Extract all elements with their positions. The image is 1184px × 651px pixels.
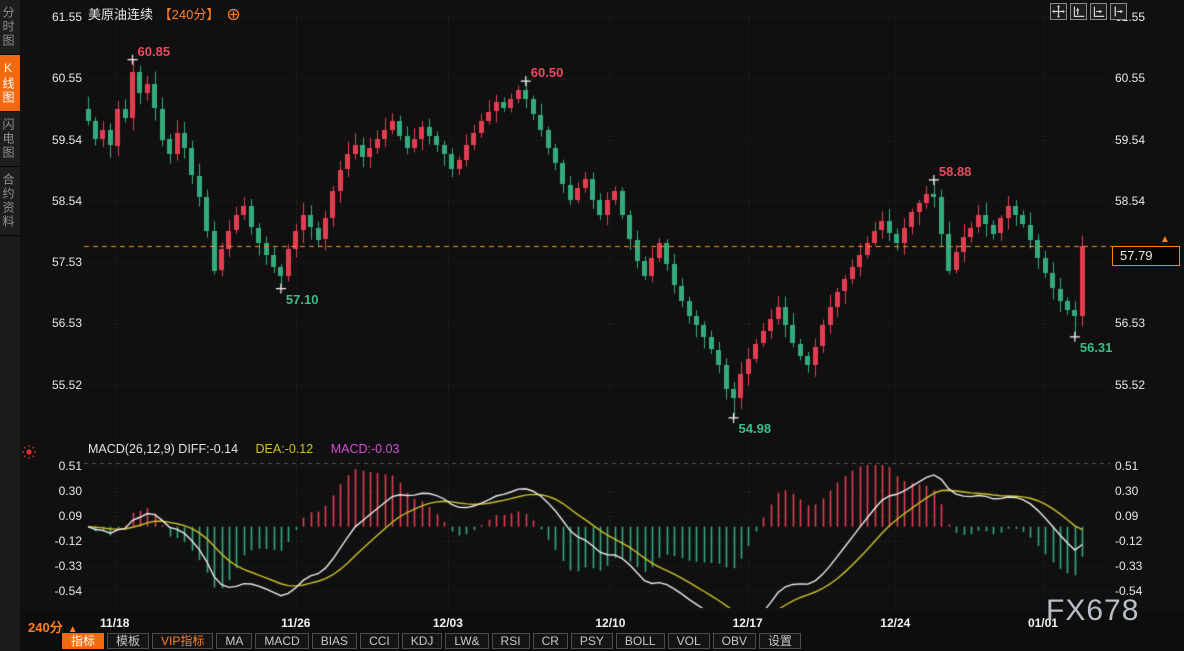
zoom-x-axis-icon[interactable] xyxy=(1090,3,1107,20)
macd-axis-label-right: -0.33 xyxy=(1115,558,1143,573)
high-price-annotation: 58.88 xyxy=(938,163,972,179)
chart-tool-icons xyxy=(1050,3,1127,20)
macd-axis-label-right: 0.51 xyxy=(1115,458,1139,473)
pan-right-icon[interactable] xyxy=(1110,3,1127,20)
macd-axis-label-left: -0.54 xyxy=(54,583,82,598)
pan-icon[interactable] xyxy=(1050,3,1067,20)
macd-dea-value: DEA:-0.12 xyxy=(255,442,314,456)
indicator-button[interactable]: BOLL xyxy=(615,633,665,649)
indicator-button[interactable]: RSI xyxy=(491,633,530,649)
x-axis-label: 12/03 xyxy=(432,616,463,630)
x-axis-label: 12/17 xyxy=(732,616,763,630)
macd-axis-label-right: -0.12 xyxy=(1115,533,1143,548)
period-tag: 【240分】 xyxy=(158,7,220,22)
macd-axis-label-left: 0.30 xyxy=(58,483,82,498)
macd-axis-label-left: -0.33 xyxy=(54,558,82,573)
macd-axis-label-left: -0.12 xyxy=(54,533,82,548)
price-axis-label-right: 56.53 xyxy=(1115,316,1146,331)
macd-axis-label-right: 0.30 xyxy=(1115,483,1139,498)
macd-indicator-header: MACD(26,12,9) DIFF:-0.14 DEA:-0.12 MACD:… xyxy=(88,442,399,456)
price-axis-label-left: 56.53 xyxy=(51,316,82,331)
price-axis-label-right: 55.52 xyxy=(1115,378,1146,392)
crosshair-circle-icon[interactable] xyxy=(227,8,240,24)
indicator-toolbar: 指标 模板 VIP指标 MA MACD BIAS CCI KDJ LW& RSI CR PSY BOLL… xyxy=(62,633,801,651)
x-axis-label: 12/24 xyxy=(880,616,911,630)
price-axis-label-left: 55.52 xyxy=(51,378,82,392)
macd-axis-label-left: 0.09 xyxy=(58,508,82,523)
x-axis-label: 01/01 xyxy=(1027,616,1058,630)
indicator-button[interactable]: MACD xyxy=(255,633,309,649)
x-axis-label: 12/10 xyxy=(595,616,626,630)
macd-axis-label-right: 0.09 xyxy=(1115,508,1139,523)
macd-diff-value: MACD(26,12,9) DIFF:-0.14 xyxy=(88,442,239,456)
macd-axis-label-left: 0.51 xyxy=(58,458,82,473)
indicator-button[interactable]: VIP指标 xyxy=(152,633,214,649)
sidebar-tab[interactable]: K线图 xyxy=(0,55,20,112)
macd-axis-label-right: -0.54 xyxy=(1115,583,1143,598)
x-axis-label: 11/26 xyxy=(281,616,311,630)
indicator-button[interactable]: PSY xyxy=(570,633,613,649)
price-axis-label-left: 58.54 xyxy=(51,193,82,208)
price-axis-label-left: 60.55 xyxy=(51,71,82,86)
symbol-name: 美原油连续 xyxy=(88,7,154,22)
timeframe-label[interactable]: 240分 ▲ xyxy=(28,620,78,635)
low-price-annotation: 56.31 xyxy=(1079,339,1113,355)
last-price-box: 57.79 xyxy=(1112,246,1180,266)
candlestick-chart[interactable] xyxy=(20,0,1184,612)
price-axis-label-left: 59.54 xyxy=(51,132,82,147)
last-price-marker-icon: ▲ xyxy=(1160,234,1170,245)
chart-title: 美原油连续 【240分】 xyxy=(88,4,240,24)
x-axis-label: 11/18 xyxy=(100,616,130,630)
indicator-button[interactable]: KDJ xyxy=(401,633,443,649)
zoom-y-axis-icon[interactable] xyxy=(1070,3,1087,20)
low-price-annotation: 57.10 xyxy=(285,291,319,307)
high-price-annotation: 60.50 xyxy=(530,65,564,81)
indicator-button[interactable]: CCI xyxy=(360,633,399,649)
price-axis-label-left: 57.53 xyxy=(51,255,82,270)
indicator-button[interactable]: MA xyxy=(216,633,253,649)
low-price-annotation: 54.98 xyxy=(738,420,772,436)
left-sidebar: 分时图 K线图 闪电图 合约资料 xyxy=(0,0,20,651)
fx678-watermark: FX678 xyxy=(1046,594,1140,627)
timeframe-dropdown-arrow: ▲ xyxy=(67,624,78,635)
macd-hist-value: MACD:-0.03 xyxy=(330,442,400,456)
indicator-button[interactable]: 模板 xyxy=(107,633,150,649)
sidebar-tab[interactable]: 闪电图 xyxy=(0,112,20,167)
high-price-annotation: 60.85 xyxy=(137,43,171,59)
price-axis-label-left: 61.55 xyxy=(51,10,82,24)
indicator-button[interactable]: BIAS xyxy=(311,633,358,649)
alert-blink-icon[interactable] xyxy=(21,444,37,465)
sidebar-tab[interactable]: 合约资料 xyxy=(0,167,20,236)
indicator-button[interactable]: 指标 xyxy=(62,633,105,649)
sidebar-tab[interactable]: 分时图 xyxy=(0,0,20,55)
indicator-button[interactable]: VOL xyxy=(667,633,710,649)
indicator-button[interactable]: LW& xyxy=(445,633,489,649)
price-axis-label-right: 59.54 xyxy=(1115,132,1146,147)
indicator-button[interactable]: OBV xyxy=(712,633,756,649)
price-axis-label-right: 58.54 xyxy=(1115,193,1146,208)
indicator-button[interactable]: CR xyxy=(532,633,568,649)
price-axis-label-right: 60.55 xyxy=(1115,71,1146,86)
indicator-button[interactable]: 设置 xyxy=(758,633,801,649)
